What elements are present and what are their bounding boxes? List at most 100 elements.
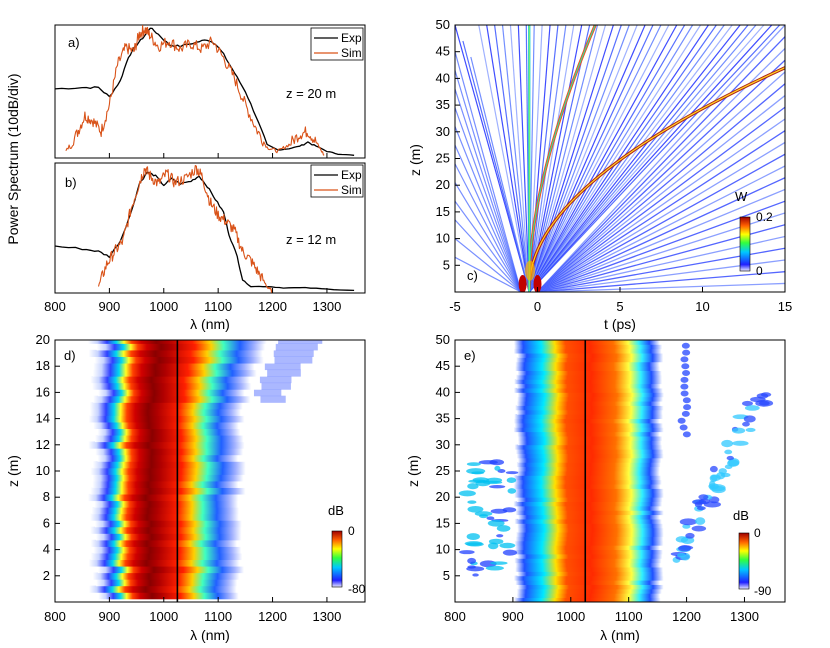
panel-d-ticks: 800 900 1000 1100 1200 1300 2 4 6 8 10 12 14 16 18 20 [36,332,342,624]
x-tick-label: 800 [44,609,66,624]
dispersive-blob [472,477,490,483]
fan-line [501,25,530,292]
dispersive-blob [458,490,476,497]
fan-line [528,25,781,292]
dispersive-blob [479,514,489,519]
series-exp-line [54,27,355,156]
spectrum-row [517,435,667,441]
panel-a-annotation: z = 20 m [286,86,336,101]
fan-line [455,219,522,292]
panel-c-xlabel: t (ps) [604,316,636,332]
fan-line [528,25,599,292]
spectrum-row [517,352,668,358]
raman-blob [750,396,766,403]
x-tick-label: -5 [449,299,461,314]
fan-line [537,271,785,292]
x-tick-label: 0 [534,299,541,314]
spectrum-row [516,400,666,406]
y-tick-label: 14 [36,411,50,426]
fan-line [462,40,530,292]
dispersive-blob [505,471,519,475]
raman-blob [703,501,721,508]
raman-blob [678,545,691,552]
raman-blob [695,517,706,525]
spectrum-row [514,344,667,350]
raman-blob [682,397,691,404]
colorbar-e-gradient [738,532,750,590]
y-tick-label: 18 [36,358,50,373]
pulse-hotspot [518,274,527,292]
raman-blob [692,499,707,505]
x-tick-label: 5 [616,299,623,314]
spectrum-tail [259,376,292,384]
spectrum-row [90,467,256,475]
raman-blob [727,459,740,467]
spectrum-row [515,448,668,454]
y-tick-label: 25 [436,151,450,166]
spectrum-row [96,343,276,351]
y-tick-label: 30 [436,437,450,452]
panel-e-colorbar: dB 0 -90 [733,508,772,598]
fan-line [528,25,630,292]
panel-b-legend: Exp Sim [310,164,364,198]
colorbar-e-title: dB [733,508,749,523]
spectrum-row [90,513,249,521]
spectrum-tail [275,343,318,351]
spectrum-row [95,448,253,456]
y-tick-label: 2 [43,568,50,583]
dispersive-blob [474,511,493,517]
y-tick-label: 15 [436,204,450,219]
panel-d-spectral-evolution-20m: 800 900 1000 1100 1200 1300 2 4 6 8 10 12 14 16 18 20 d… [5,332,366,643]
x-tick-label: 800 [44,299,66,314]
panel-c-ticks: -5 0 5 10 15 5 10 15 20 25 30 35 40 45 50 [436,17,793,314]
y-tick-label: 45 [436,358,450,373]
spectrum-row [517,370,667,376]
dispersive-blob [467,483,479,490]
fan-line [455,163,522,292]
panel-b-label: b) [65,175,77,190]
fan-line [537,188,785,292]
y-tick-label: 40 [436,70,450,85]
colorbar-d-gradient [331,530,343,588]
spectrum-row [517,497,667,502]
y-tick-label: 20 [436,177,450,192]
fan-line [537,71,785,292]
spectrum-row [517,466,665,472]
spectrum-row [515,545,665,551]
spectrum-row [93,362,265,371]
spectrum-tail [253,389,282,397]
spectrum-row [88,585,247,593]
raman-blob [696,506,706,511]
raman-blob [680,356,689,363]
raman-blob [680,383,689,390]
fan-line [528,25,694,292]
spectrum-row [88,441,255,449]
spectrum-row [517,553,667,559]
raman-blob [745,427,756,433]
spectrum-row [94,356,275,364]
y-tick-label: 50 [436,17,450,32]
x-tick-label: 1000 [149,609,178,624]
spectrum-row [517,527,669,533]
raman-blob [680,390,689,397]
dispersive-blob [466,462,481,466]
dispersive-blob [472,573,479,577]
x-tick-label: 1100 [615,609,643,624]
spectrum-row [98,389,254,397]
spectrum-row [516,588,667,594]
spectrum-row [517,392,669,398]
legend-a-exp-label: Exp [341,31,362,45]
spectrum-row [96,579,247,587]
colorbar-c-max: 0.2 [756,210,773,224]
legend-a-sim-label: Sim [341,46,362,60]
fan-line [478,25,530,292]
raman-blob [682,370,691,377]
raman-blob [682,349,691,356]
dispersive-blob [490,561,508,565]
raman-blob [691,525,707,532]
fan-line [537,83,785,292]
colorbar-c-title: W [735,189,748,204]
raman-blob [681,342,690,349]
spectrum-row [513,501,667,507]
x-tick-label: 1000 [149,299,178,314]
